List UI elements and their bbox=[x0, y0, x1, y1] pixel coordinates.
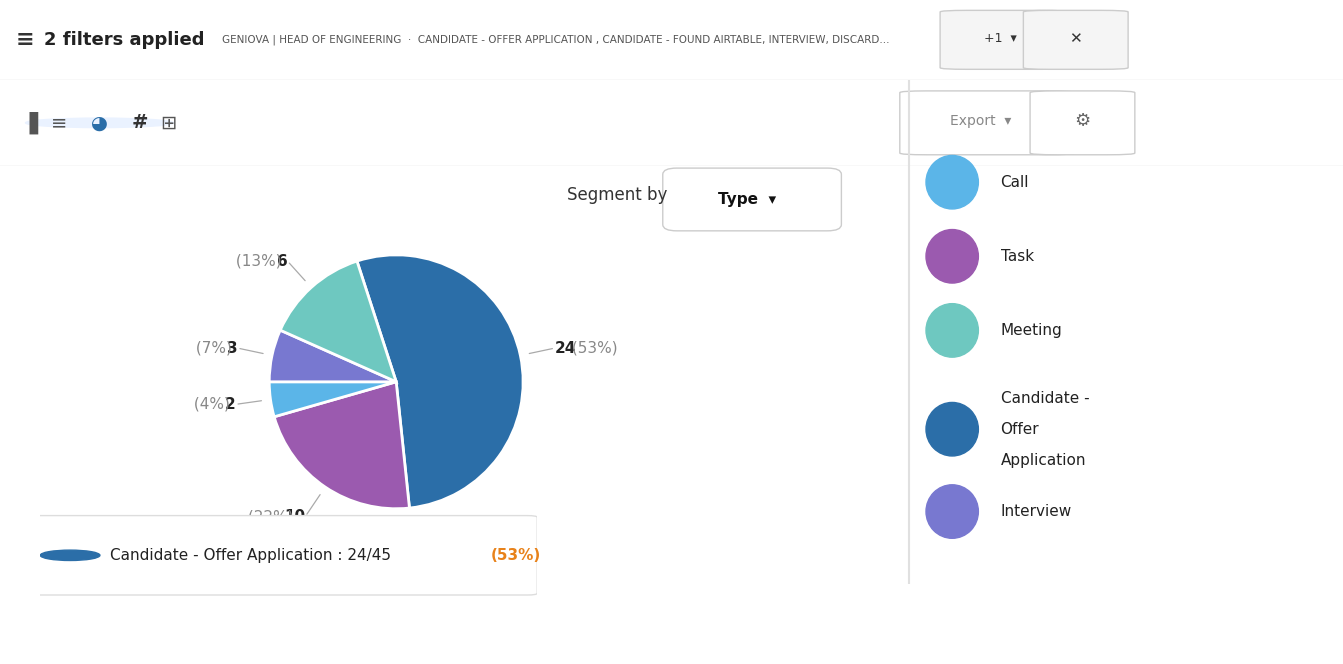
Text: (4%): (4%) bbox=[189, 397, 230, 412]
Text: ▐: ▐ bbox=[20, 112, 38, 134]
FancyBboxPatch shape bbox=[1023, 11, 1128, 69]
Text: ◕: ◕ bbox=[91, 114, 107, 132]
Text: 3: 3 bbox=[227, 341, 238, 355]
Circle shape bbox=[927, 155, 978, 209]
Text: ⚙: ⚙ bbox=[1074, 112, 1091, 130]
Text: Interview: Interview bbox=[1001, 504, 1072, 519]
Circle shape bbox=[26, 118, 173, 127]
Text: (22%): (22%) bbox=[243, 509, 294, 524]
Text: Candidate -: Candidate - bbox=[1001, 391, 1089, 406]
Text: (53%): (53%) bbox=[490, 548, 541, 563]
Circle shape bbox=[40, 550, 99, 560]
Wedge shape bbox=[269, 330, 396, 382]
Text: 2: 2 bbox=[224, 397, 235, 412]
Text: +1  ▾: +1 ▾ bbox=[984, 32, 1017, 44]
Circle shape bbox=[927, 485, 978, 539]
Text: Segment by: Segment by bbox=[567, 187, 667, 205]
Text: Type  ▾: Type ▾ bbox=[719, 192, 776, 207]
Circle shape bbox=[927, 230, 978, 283]
Text: GENIOVA | HEAD OF ENGINEERING  ·  CANDIDATE - OFFER APPLICATION , CANDIDATE - FO: GENIOVA | HEAD OF ENGINEERING · CANDIDAT… bbox=[222, 35, 889, 45]
Wedge shape bbox=[274, 382, 410, 509]
Text: Call: Call bbox=[1001, 175, 1029, 190]
Text: ⊞: ⊞ bbox=[160, 114, 176, 132]
Wedge shape bbox=[269, 382, 396, 417]
Text: ≡: ≡ bbox=[51, 114, 67, 132]
Wedge shape bbox=[357, 255, 524, 508]
Text: Meeting: Meeting bbox=[1001, 323, 1062, 338]
Text: 2 filters applied: 2 filters applied bbox=[44, 31, 205, 49]
Text: (53%): (53%) bbox=[567, 341, 618, 355]
Text: Application: Application bbox=[1001, 453, 1086, 467]
Text: Task: Task bbox=[1001, 249, 1034, 264]
Wedge shape bbox=[281, 261, 396, 382]
Text: 6: 6 bbox=[277, 254, 287, 268]
Circle shape bbox=[927, 303, 978, 357]
FancyBboxPatch shape bbox=[900, 91, 1074, 155]
Text: Offer: Offer bbox=[1001, 422, 1039, 437]
Text: #: # bbox=[132, 114, 148, 132]
Text: (13%): (13%) bbox=[231, 254, 282, 268]
Text: 24: 24 bbox=[555, 341, 576, 355]
Text: ≡: ≡ bbox=[16, 30, 35, 50]
Text: (7%): (7%) bbox=[191, 341, 231, 355]
Text: ✕: ✕ bbox=[1069, 31, 1082, 46]
Circle shape bbox=[927, 402, 978, 456]
FancyBboxPatch shape bbox=[1030, 91, 1135, 155]
Text: Export  ▾: Export ▾ bbox=[950, 114, 1011, 128]
Text: 10: 10 bbox=[285, 509, 305, 524]
Text: Candidate - Offer Application : 24/45: Candidate - Offer Application : 24/45 bbox=[110, 548, 396, 563]
FancyBboxPatch shape bbox=[940, 11, 1068, 69]
FancyBboxPatch shape bbox=[31, 515, 537, 595]
FancyBboxPatch shape bbox=[662, 168, 841, 231]
